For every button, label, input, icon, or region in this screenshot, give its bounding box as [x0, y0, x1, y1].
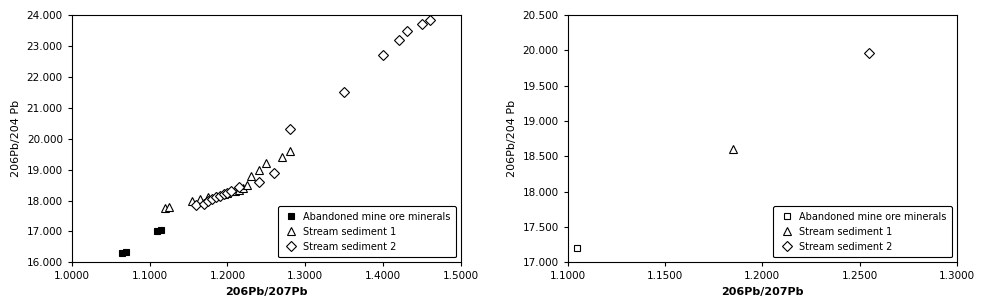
Stream sediment 2: [252, 180, 264, 184]
Legend: Abandoned mine ore minerals, Stream sediment 1, Stream sediment 2: Abandoned mine ore minerals, Stream sedi…: [278, 206, 457, 257]
Stream sediment 2: [378, 53, 389, 57]
Legend: Abandoned mine ore minerals, Stream sediment 1, Stream sediment 2: Abandoned mine ore minerals, Stream sedi…: [773, 206, 951, 257]
Stream sediment 1: [234, 188, 246, 192]
Stream sediment 2: [338, 91, 350, 94]
Stream sediment 1: [210, 194, 222, 198]
Stream sediment 2: [210, 196, 222, 199]
Abandoned mine ore minerals: [120, 251, 132, 254]
Stream sediment 1: [260, 162, 272, 165]
Stream sediment 1: [238, 186, 249, 190]
Stream sediment 2: [222, 191, 234, 195]
Stream sediment 2: [284, 128, 296, 131]
Stream sediment 1: [230, 189, 242, 193]
Abandoned mine ore minerals: [156, 228, 168, 232]
Stream sediment 2: [400, 29, 412, 32]
Y-axis label: 206Pb/204 Pb: 206Pb/204 Pb: [507, 100, 517, 177]
X-axis label: 206Pb/207Pb: 206Pb/207Pb: [225, 287, 308, 297]
Stream sediment 1: [164, 205, 176, 209]
Stream sediment 2: [234, 185, 246, 188]
Stream sediment 1: [222, 191, 234, 195]
X-axis label: 206Pb/207Pb: 206Pb/207Pb: [721, 287, 804, 297]
Stream sediment 1: [241, 183, 252, 187]
Stream sediment 1: [218, 192, 230, 196]
Stream sediment 1: [245, 174, 256, 178]
Stream sediment 1: [276, 156, 288, 159]
Line: Abandoned mine ore minerals: Abandoned mine ore minerals: [119, 226, 165, 257]
Stream sediment 2: [268, 171, 280, 175]
Stream sediment 2: [226, 189, 238, 193]
Stream sediment 2: [206, 197, 218, 201]
Abandoned mine ore minerals: [116, 251, 128, 255]
Stream sediment 2: [198, 202, 210, 205]
Stream sediment 1: [284, 149, 296, 153]
Stream sediment 2: [202, 199, 214, 203]
Line: Stream sediment 2: Stream sediment 2: [193, 16, 433, 209]
Stream sediment 1: [252, 168, 264, 172]
Y-axis label: 206Pb/204 Pb: 206Pb/204 Pb: [11, 100, 21, 177]
Stream sediment 1: [186, 199, 198, 202]
Line: Stream sediment 1: Stream sediment 1: [161, 147, 294, 213]
Stream sediment 1: [194, 197, 206, 201]
Stream sediment 2: [190, 203, 202, 207]
Stream sediment 1: [202, 196, 214, 199]
Stream sediment 2: [424, 18, 436, 22]
Stream sediment 2: [416, 22, 428, 26]
Abandoned mine ore minerals: [152, 229, 164, 233]
Stream sediment 2: [214, 194, 226, 198]
Stream sediment 1: [160, 206, 172, 210]
Stream sediment 2: [392, 38, 404, 42]
Stream sediment 2: [218, 192, 230, 196]
